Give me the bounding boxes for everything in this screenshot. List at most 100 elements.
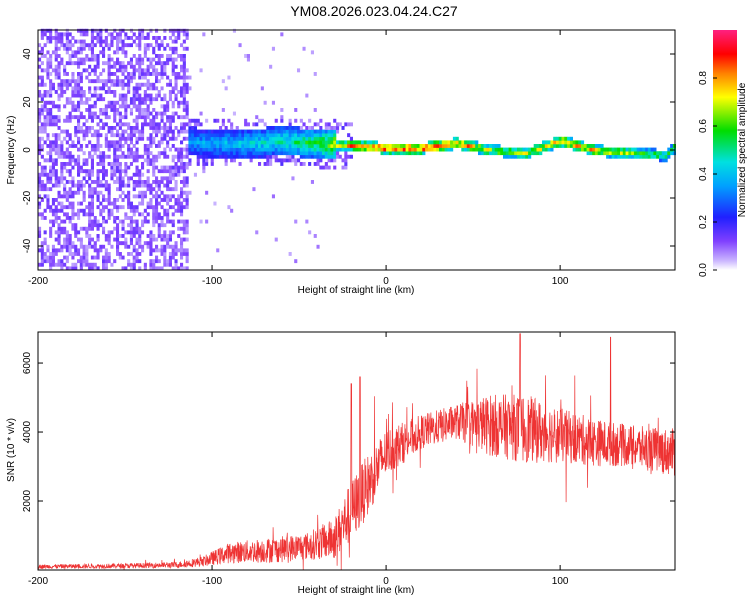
spectrogram-cell [274,140,278,145]
spectrogram-cell [625,147,629,152]
spectrogram-cell [160,176,164,181]
spectrogram-cell [85,144,89,148]
spectrogram-cell [478,151,482,156]
spectrogram-cell [447,140,451,145]
spectrogram-cell [99,97,103,102]
spectrogram-cell [143,97,147,102]
spectrogram-cell [38,212,42,217]
spectrogram-cell [104,180,108,184]
spectrogram-cell [129,252,133,256]
spectrogram-cell [188,126,192,130]
spectrogram-cell [258,133,262,138]
spectrogram-cell [113,237,117,242]
spectrogram-cell [472,144,476,148]
spectrogram-cell [221,144,225,148]
spectrogram-cell [163,208,167,213]
spectrogram-cell [121,39,125,44]
spectrogram-cell [38,129,42,134]
spectrogram-cell [441,147,445,152]
spectrogram-cell [369,147,373,152]
spectrogram-cell [210,151,214,156]
spectrogram-cell [160,216,164,220]
spectrogram-cell [180,187,184,192]
spectrogram-cell [166,262,170,267]
spectrogram-cell [628,147,632,152]
spectrogram-cell [238,154,242,159]
spectrogram-cell [68,248,72,253]
spectrogram-cell [174,172,178,177]
spectrogram-cell [152,97,156,102]
spectrogram-cell [583,147,587,152]
spectrogram-cell [494,151,498,156]
spectrogram-cell [121,64,125,69]
spectrogram-cell [633,151,637,156]
spectrogram-cell [149,111,153,116]
spectrogram-cell [163,104,167,109]
spectrogram-cell [152,154,156,159]
spectrogram-cell [132,126,136,130]
spectrogram-cell [232,129,236,134]
spectrogram-cell [46,133,50,138]
spectrogram-cell [149,64,153,69]
spectrogram-cell [146,180,150,184]
spectrogram-cell [291,126,295,130]
spectrogram-cell [171,244,175,249]
spectrogram-cell [93,187,97,192]
spectrogram-cell [54,90,58,94]
spectrogram-cell [227,154,231,159]
spectrogram-cell [149,259,153,264]
spectrogram-cell [107,86,111,91]
spectrogram-cell [132,93,136,98]
spectrogram-cell [294,259,298,264]
spectrogram-cell [85,68,89,73]
spectrogram-cell [263,147,267,152]
spectrogram-cell [391,151,395,156]
spectrogram-cell [65,82,69,87]
spectrogram-cell [266,151,270,156]
spectrogram-cell [511,151,515,156]
spectrogram-cell [152,50,156,55]
spectrogram-cell [519,147,523,152]
spectrogram-cell [252,136,256,141]
spectrogram-cell [235,154,239,159]
spectrogram-cell [227,205,231,210]
spectrogram-cell [266,133,270,138]
spectrogram-cell [597,151,601,156]
spectrogram-cell [124,75,128,80]
spectrogram-cell [96,75,100,80]
spectrogram-cell [71,190,75,195]
spectrogram-cell [216,248,220,253]
spectrogram-cell [491,147,495,152]
spectrogram-cell [116,237,120,242]
spectrogram-cell [149,190,153,195]
spectrogram-cell [199,68,203,73]
spectrogram-cell [82,212,86,217]
spectrogram-cell [366,144,370,148]
spectrogram-cell [160,205,164,210]
spectrogram-cell [283,140,287,145]
spectrogram-cell [308,154,312,159]
spectrogram-cell [146,111,150,116]
spectrogram-cell [82,57,86,62]
spectrogram-cell [116,144,120,148]
spectrogram-cell [182,205,186,210]
spectrogram-cell [96,97,100,102]
spectrogram-cell [107,208,111,213]
spectrogram-cell [180,100,184,105]
spectrogram-cell [422,144,426,148]
spectrogram-cell [79,266,83,271]
spectrogram-cell [157,266,161,271]
spectrogram-cell [90,262,94,267]
spectrogram-cell [88,151,92,156]
spectrogram-cell [157,36,161,40]
spectrogram-cell [260,129,264,134]
spectrogram-cell [586,151,590,156]
spectrogram-cell [232,154,236,159]
spectrogram-cell [96,64,100,69]
spectrogram-cell [182,100,186,105]
spectrogram-cell [46,28,50,33]
spectrogram-cell [168,28,172,33]
spectrogram-cell [160,68,164,73]
spectrogram-cell [202,32,206,37]
spectrogram-cell [132,72,136,76]
